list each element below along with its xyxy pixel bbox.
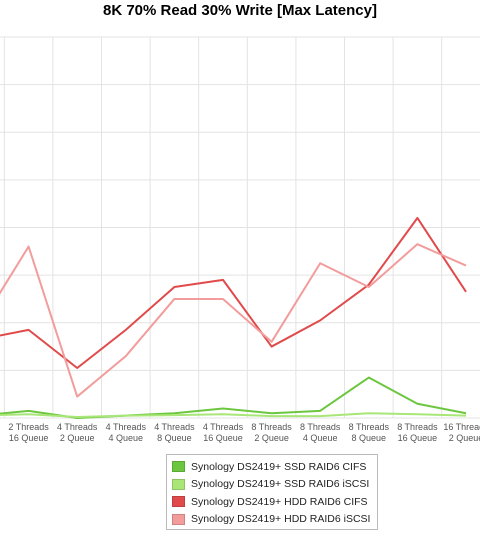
series-line-2 [0,412,467,419]
legend-item[interactable]: Synology DS2419+ HDD RAID6 CIFS [172,493,372,511]
x-tick-label: 4 Threads [57,422,98,432]
legend-item[interactable]: Synology DS2419+ SSD RAID6 CIFS [172,458,372,476]
legend-item[interactable]: Synology DS2419+ SSD RAID6 iSCSI [172,476,372,494]
series-line-3 [0,216,467,369]
legend-label: Synology DS2419+ HDD RAID6 iSCSI [191,513,371,526]
x-tick-label: 16 Queue [9,433,49,443]
x-tick-label: 8 Threads [251,422,292,432]
series-line-1 [0,376,467,419]
x-tick-label: 8 Threads [349,422,390,432]
x-tick-label: 4 Threads [154,422,195,432]
x-tick-label: 4 Threads [203,422,244,432]
series-lines [0,216,467,419]
legend-label: Synology DS2419+ HDD RAID6 CIFS [191,495,368,508]
legend-swatch [172,478,185,490]
x-tick-label: 2 Queue [254,433,289,443]
x-tick-label: 2 Queue [60,433,95,443]
gridlines [0,36,480,419]
chart-title: 8K 70% Read 30% Write [Max Latency] [103,2,377,19]
legend-item[interactable]: Synology DS2419+ HDD RAID6 iSCSI [172,511,372,529]
x-tick-label: 16 Queue [203,433,243,443]
x-tick-label: 8 Threads [397,422,438,432]
x-tick-label: 2 Threads [0,422,1,432]
legend: Synology DS2419+ SSD RAID6 CIFS Synology … [166,454,378,530]
x-tick-label: 4 Queue [303,433,338,443]
x-tick-label: 16 Threads [443,422,480,432]
x-tick-label: 4 Queue [109,433,144,443]
legend-label: Synology DS2419+ SSD RAID6 CIFS [191,460,367,473]
x-tick-label: 8 Queue [157,433,192,443]
x-tick-label: 16 Queue [398,433,438,443]
series-line-4 [0,243,467,398]
x-tick-label: 4 Threads [106,422,147,432]
legend-swatch [172,513,185,525]
legend-label: Synology DS2419+ SSD RAID6 iSCSI [191,478,370,491]
x-tick-label: 8 Queue [352,433,387,443]
x-tick-label: 8 Threads [300,422,341,432]
legend-swatch [172,461,185,473]
x-tick-label: 2 Threads [8,422,49,432]
x-tick-label: 2 Queue [449,433,480,443]
legend-swatch [172,496,185,508]
